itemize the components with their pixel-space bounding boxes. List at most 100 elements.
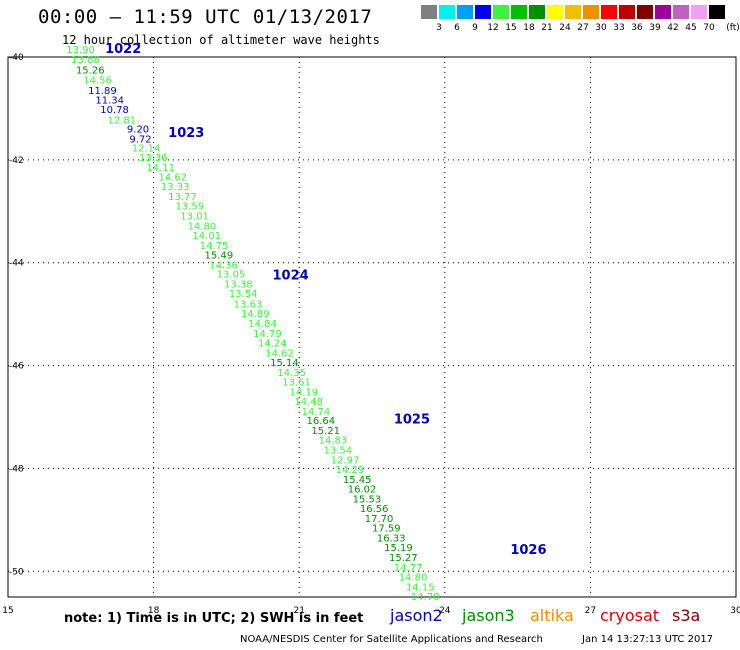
legend-jason3: jason3 — [462, 606, 515, 625]
latitude-tick-label: -46 — [9, 362, 24, 372]
wave-height-value: 16.56 — [360, 504, 389, 515]
wave-height-value: 13.59 — [175, 202, 204, 213]
colorbar-tick-label: 30 — [595, 23, 607, 33]
wave-height-value: 13.33 — [161, 182, 190, 193]
wave-height-value: 14.70 — [411, 592, 440, 603]
colorbar-swatch — [673, 5, 689, 19]
latitude-tick-label: -48 — [9, 464, 24, 474]
colorbar-tick-label: 12 — [487, 23, 499, 33]
wave-height-value: 14.48 — [294, 397, 323, 408]
longitude-tick-label: 15 — [2, 606, 13, 616]
colorbar-swatch — [547, 5, 563, 19]
colorbar-tick-label: 39 — [649, 23, 661, 33]
latitude-tick-label: -50 — [9, 567, 24, 577]
colorbar-swatch — [457, 5, 473, 19]
wave-height-value: 14.89 — [241, 309, 270, 320]
colorbar-swatch — [511, 5, 527, 19]
wave-height-value: 15.19 — [384, 543, 413, 554]
colorbar-swatch — [439, 5, 455, 19]
wave-height-value: 13.88 — [71, 55, 100, 66]
footer-timestamp: Jan 14 13:27:13 UTC 2017 — [582, 634, 714, 645]
wave-height-value: 10.78 — [100, 105, 129, 116]
map-subtitle: 12 hour collection of altimeter wave hei… — [62, 33, 380, 47]
longitude-tick-label: 18 — [148, 606, 160, 616]
wave-height-value: 12.81 — [107, 115, 136, 126]
pass-number-label: 1023 — [168, 126, 204, 141]
wave-height-value: 15.49 — [205, 251, 234, 262]
colorbar-tick-label: 33 — [613, 23, 625, 33]
wave-height-value: 15.26 — [76, 65, 105, 76]
wave-height-value: 13.77 — [168, 192, 197, 203]
wave-height-value: 14.36 — [209, 260, 238, 271]
wave-height-value: 13.36 — [139, 153, 168, 164]
longitude-tick-label: 24 — [439, 606, 451, 616]
wave-height-value: 13.38 — [224, 279, 253, 290]
wave-height-value: 12.14 — [132, 144, 161, 155]
wave-height-value: 14.01 — [192, 231, 221, 242]
wave-height-value: 12.97 — [331, 455, 360, 466]
wave-height-value: 14.80 — [188, 221, 217, 232]
colorbar-tick-label: 27 — [577, 23, 589, 33]
wave-height-value: 14.11 — [146, 163, 175, 174]
wave-height-value: 14.77 — [394, 563, 423, 574]
legend-altika: altika — [530, 606, 574, 625]
colorbar-swatch — [601, 5, 617, 19]
colorbar-swatch — [637, 5, 653, 19]
colorbar-swatch — [475, 5, 491, 19]
wave-height-value: 15.21 — [311, 426, 340, 437]
wave-height-value: 14.62 — [158, 172, 187, 183]
map-frame — [7, 56, 737, 598]
wave-height-value: 14.74 — [302, 407, 331, 418]
wave-height-value: 9.20 — [127, 125, 149, 136]
colorbar-tick-label: 24 — [559, 23, 571, 33]
colorbar-unit: (ft) — [726, 23, 740, 33]
wave-height-value: 14.35 — [277, 368, 306, 379]
colorbar-swatch — [655, 5, 671, 19]
colorbar-swatch — [583, 5, 599, 19]
pass-number-label: 1022 — [105, 42, 141, 57]
legend-s3a: s3a — [672, 606, 701, 625]
wave-height-value: 9.72 — [129, 134, 151, 145]
latitude-tick-label: -40 — [9, 53, 24, 63]
colorbar-tick-label: 6 — [454, 23, 460, 33]
colorbar-swatch — [421, 5, 437, 19]
colorbar-swatch — [619, 5, 635, 19]
wave-height-value: 14.62 — [265, 348, 294, 359]
wave-height-value: 13.05 — [217, 270, 246, 281]
colorbar-tick-label: 21 — [541, 23, 553, 33]
wave-height-value: 13.90 — [66, 45, 95, 56]
wave-height-value: 13.01 — [180, 212, 209, 223]
colorbar-tick-label: 9 — [472, 23, 478, 33]
pass-number-label: 1026 — [510, 543, 546, 558]
wave-height-value: 11.34 — [95, 95, 124, 106]
wave-height-value: 13.54 — [229, 289, 258, 300]
wave-height-value: 15.14 — [270, 358, 299, 369]
wave-height-value: 16.33 — [377, 533, 406, 544]
latitude-tick-label: -42 — [9, 156, 24, 166]
wave-height-value: 13.54 — [323, 446, 352, 457]
wave-height-value: 15.27 — [389, 553, 418, 564]
wave-height-value: 17.70 — [365, 514, 394, 525]
pass-number-label: 1025 — [394, 413, 430, 428]
colorbar-tick-label: 70 — [703, 23, 715, 33]
legend-jason2: jason2 — [390, 606, 443, 625]
colorbar-tick-label: 36 — [631, 23, 643, 33]
longitude-tick-label: 30 — [730, 606, 740, 616]
colorbar-swatch — [709, 5, 725, 19]
wave-height-value: 14.84 — [248, 319, 277, 330]
wave-height-value: 15.53 — [353, 494, 382, 505]
wave-height-value: 13.63 — [234, 299, 263, 310]
wave-height-value: 14.56 — [83, 76, 112, 87]
wave-height-value: 17.59 — [372, 524, 401, 535]
footer-organization: NOAA/NESDIS Center for Satellite Applica… — [240, 634, 543, 645]
wave-height-value: 15.45 — [343, 475, 372, 486]
pass-number-label: 1024 — [273, 269, 309, 284]
longitude-tick-label: 27 — [585, 606, 596, 616]
longitude-tick-label: 21 — [293, 606, 304, 616]
wave-height-value: 14.29 — [336, 465, 365, 476]
colorbar-swatch — [691, 5, 707, 19]
wave-height-value: 14.75 — [200, 241, 229, 252]
wave-height-value: 14.80 — [399, 573, 428, 584]
legend-cryosat: cryosat — [600, 606, 660, 625]
